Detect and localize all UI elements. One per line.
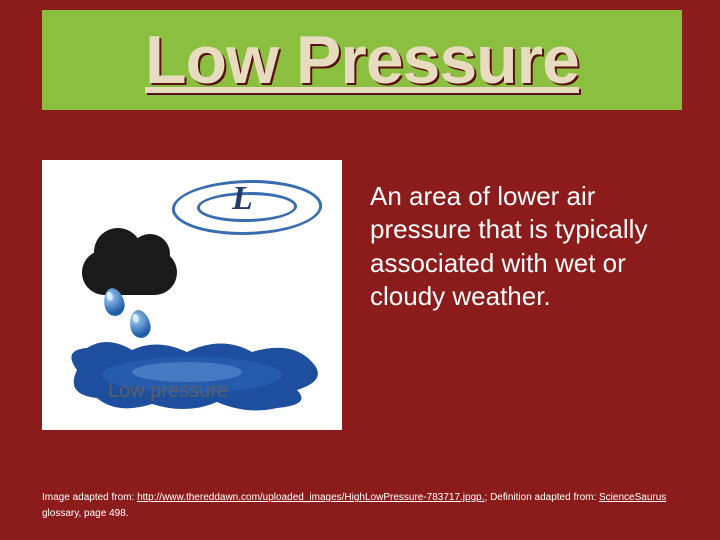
attr-def-source: ScienceSaurus (599, 492, 666, 503)
slide-title: Low Pressure (145, 21, 579, 99)
definition-text: An area of lower air pressure that is ty… (370, 180, 700, 313)
attr-def-prefix: Definition adapted from: (490, 492, 599, 503)
attribution-line: Image adapted from: http://www.thereddaw… (42, 490, 678, 522)
attr-image-prefix: Image adapted from: (42, 492, 137, 503)
attr-image-url: http://www.thereddawn.com/uploaded_image… (137, 492, 484, 503)
low-pressure-illustration: L Low pressure (42, 160, 342, 430)
illustration-label: Low pressure (108, 380, 228, 403)
title-box: Low Pressure (42, 10, 682, 110)
low-pressure-l-icon: L (232, 180, 253, 218)
cloud-icon (82, 250, 177, 295)
attr-suffix: glossary, page 498. (42, 508, 129, 519)
